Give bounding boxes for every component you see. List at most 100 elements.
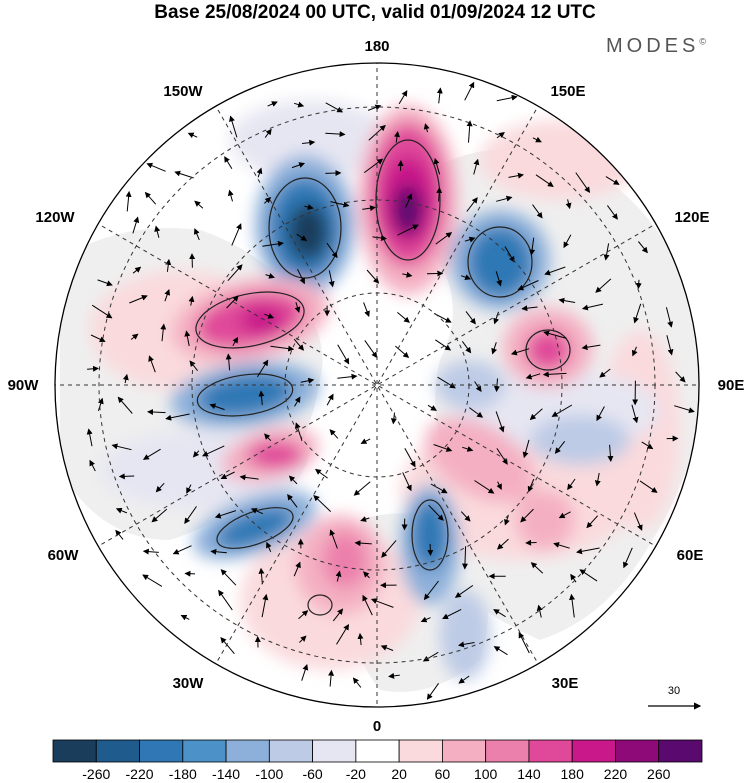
wind-vector-arrow bbox=[291, 162, 306, 169]
wind-vector-arrow bbox=[155, 482, 165, 493]
wind-vector-arrow bbox=[89, 459, 96, 472]
wind-vector-arrow bbox=[165, 258, 172, 272]
wind-vector-arrow bbox=[558, 511, 571, 519]
wind-vector-arrow bbox=[570, 573, 577, 583]
wind-vector-arrow bbox=[493, 609, 506, 618]
wind-vector-arrow bbox=[397, 160, 404, 171]
wind-vector-arrow bbox=[436, 87, 443, 104]
wind-vector-arrow bbox=[132, 266, 142, 274]
wind-vector-arrow bbox=[144, 191, 157, 205]
wind-vector-arrow bbox=[496, 538, 509, 550]
wind-vector-arrow bbox=[91, 304, 113, 319]
wind-vector-arrow bbox=[458, 675, 470, 684]
wind-vector-arrow bbox=[631, 404, 639, 424]
wind-vector-arrow bbox=[532, 204, 543, 219]
wind-vector-arrow bbox=[529, 408, 543, 421]
wind-vector-arrow bbox=[239, 474, 259, 481]
wind-vector-arrow bbox=[575, 172, 591, 194]
wind-vector-arrow bbox=[595, 278, 612, 293]
wind-vector-arrow bbox=[551, 404, 573, 417]
wind-vector-arrow bbox=[397, 312, 410, 323]
wind-vector-arrow bbox=[87, 365, 99, 372]
wind-vector-arrow bbox=[354, 540, 372, 547]
wind-vector-arrow bbox=[461, 341, 472, 354]
wind-vector-arrow bbox=[287, 494, 298, 508]
wind-vector-arrow bbox=[332, 608, 344, 622]
wind-vector-arrow bbox=[360, 438, 371, 444]
wind-vector-arrow bbox=[372, 234, 387, 241]
wind-vector-arrow bbox=[581, 344, 601, 351]
wind-vector-arrow bbox=[250, 508, 264, 515]
wind-vector-arrow bbox=[596, 406, 605, 422]
colorbar-swatch bbox=[268, 739, 314, 763]
wind-vector-arrow bbox=[294, 422, 303, 442]
wind-vector-arrow bbox=[226, 295, 239, 309]
wind-vector-arrow bbox=[294, 396, 301, 407]
wind-vector-arrow bbox=[225, 353, 232, 371]
wind-vector-arrow bbox=[522, 439, 530, 459]
wind-vector-arrow bbox=[493, 646, 508, 656]
wind-vector-arrow bbox=[495, 411, 505, 433]
wind-vector-arrow bbox=[633, 303, 642, 324]
wind-vector-arrow bbox=[423, 123, 430, 133]
wind-vector-arrow bbox=[231, 223, 242, 246]
wind-vector-arrow bbox=[146, 162, 166, 172]
colorbar-tick-label: 60 bbox=[435, 766, 451, 782]
wind-vector-arrow bbox=[266, 541, 272, 552]
wind-vector-arrow bbox=[464, 81, 475, 101]
colorbar-tick-label: -220 bbox=[126, 766, 154, 782]
wind-vector-arrow bbox=[122, 373, 129, 384]
wind-vector-arrow bbox=[436, 187, 443, 202]
wind-vector-arrow bbox=[227, 189, 234, 202]
wind-vector-arrow bbox=[493, 311, 500, 325]
wind-vector-arrow bbox=[496, 195, 513, 202]
wind-vector-arrow bbox=[258, 567, 265, 585]
wind-vector-arrow bbox=[370, 598, 394, 608]
colorbar-tick-label: -100 bbox=[255, 766, 283, 782]
copyright-mark: © bbox=[699, 36, 706, 47]
wind-vector-arrow bbox=[258, 390, 265, 406]
colorbar-swatch bbox=[528, 739, 573, 763]
colorbar-tick-label: -140 bbox=[212, 766, 240, 782]
wind-vector-arrow bbox=[218, 589, 233, 611]
wind-vector-arrow bbox=[220, 637, 235, 655]
wind-vector-arrow bbox=[270, 345, 295, 352]
wind-vector-arrow bbox=[298, 610, 309, 620]
wind-vector-arrow bbox=[366, 269, 380, 284]
colorbar-tick-label: 180 bbox=[561, 766, 585, 782]
wind-vector-arrow bbox=[132, 216, 140, 234]
wind-vector-arrow bbox=[586, 515, 599, 529]
wind-vector-arrow bbox=[605, 176, 620, 185]
map-border bbox=[54, 62, 700, 708]
wind-vector-arrow bbox=[633, 512, 643, 531]
wind-vector-arrow bbox=[267, 101, 278, 107]
wind-vector-arrow bbox=[293, 338, 305, 351]
wind-vector-arrow bbox=[641, 441, 654, 450]
lon-label-150e: 150E bbox=[550, 83, 585, 100]
wind-vector-arrow bbox=[86, 428, 93, 447]
lon-label-120w: 120W bbox=[35, 209, 75, 226]
wind-vector-arrow bbox=[220, 471, 235, 480]
wind-vector-arrow bbox=[360, 516, 370, 522]
wind-vector-arrow bbox=[599, 368, 611, 378]
wind-vector-arrow bbox=[426, 683, 440, 700]
wind-vector-arrow bbox=[115, 507, 128, 514]
wind-vector-arrow bbox=[326, 393, 334, 406]
wind-vector-arrow bbox=[402, 472, 412, 492]
colorbar-swatch bbox=[441, 739, 487, 763]
wind-vector-arrow bbox=[302, 139, 316, 146]
wind-vector-arrow bbox=[194, 200, 204, 209]
brand-logo: MODES© bbox=[606, 35, 706, 58]
anomaly-negative-center bbox=[530, 415, 630, 465]
wind-vector-arrow bbox=[264, 313, 275, 319]
wind-vector-arrow bbox=[364, 158, 384, 174]
wind-vector-arrow bbox=[261, 593, 269, 618]
wind-vector-arrow bbox=[394, 131, 400, 143]
reference-vector: 30 bbox=[648, 685, 702, 710]
colorbar-tick-label: -180 bbox=[169, 766, 197, 782]
wind-vector-arrow bbox=[623, 547, 633, 569]
wind-vector-arrow bbox=[437, 376, 456, 389]
wind-vector-arrow bbox=[154, 225, 161, 238]
wind-vector-arrow bbox=[504, 246, 515, 263]
